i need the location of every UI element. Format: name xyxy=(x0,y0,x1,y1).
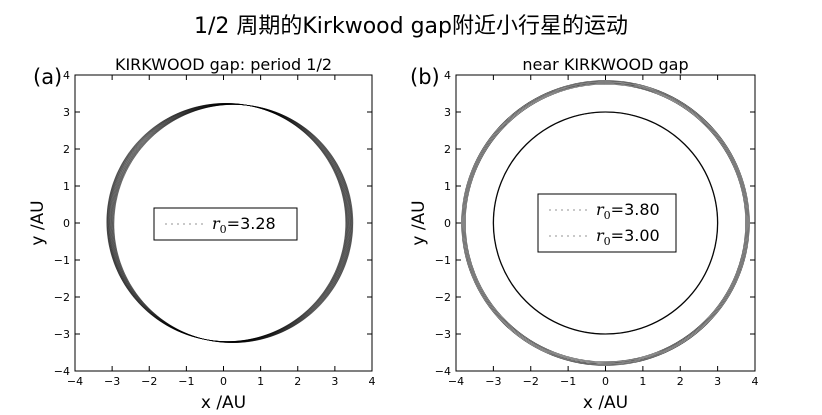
y-tick-label: 0 xyxy=(444,217,451,230)
legend-marker xyxy=(165,223,167,225)
panel-title: near KIRKWOOD gap xyxy=(522,55,688,74)
page-title: 1/2 周期的Kirkwood gap附近小行星的运动 xyxy=(193,14,628,39)
y-tick-label: −4 xyxy=(435,365,451,378)
x-tick-label: −2 xyxy=(523,375,539,388)
legend-entry: r0=3.80 xyxy=(596,200,660,222)
chart-panel-2: −4 −3 −2 −1 0 1 2 3 4 −4 −3 −2 −1 0 1 2 3 4 r0=3.80 r0=3.00… xyxy=(409,55,759,413)
y-tick-label: 4 xyxy=(63,69,70,82)
y-tick-label: 4 xyxy=(444,69,451,82)
orbit-trace xyxy=(464,83,747,363)
x-tick-label: 2 xyxy=(677,375,684,388)
y-tick-label: 2 xyxy=(444,143,451,156)
legend-marker xyxy=(189,223,191,225)
orbit-series-1 xyxy=(106,102,354,344)
legend-marker xyxy=(177,223,179,225)
y-tick-label: −4 xyxy=(54,365,70,378)
y-tick-label: −3 xyxy=(54,328,70,341)
y-tick-label: 1 xyxy=(444,180,451,193)
y-tick-label: −1 xyxy=(435,254,451,267)
orbit-trace xyxy=(492,111,719,335)
orbit-trace xyxy=(465,83,746,363)
x-axis-label: x /AU xyxy=(583,393,628,413)
chart-panel-1: −4 −3 −2 −1 0 1 2 3 4 −4 −3 −2 −1 0 1 2 3 4 r0=3.28 KIRKWOO… xyxy=(28,55,376,413)
y-tick-label: 2 xyxy=(63,143,70,156)
legend-marker xyxy=(201,223,203,225)
legend-entry: r0=3.00 xyxy=(596,226,660,248)
legend-marker xyxy=(567,235,569,237)
x-tick-label: 3 xyxy=(331,375,338,388)
orbit-trace xyxy=(113,104,354,344)
legend-box xyxy=(537,193,677,253)
x-tick-label: −4 xyxy=(448,375,464,388)
legend-marker xyxy=(183,223,185,225)
y-tick-label: −2 xyxy=(54,291,70,304)
x-tick-label: −1 xyxy=(178,375,194,388)
legend-marker xyxy=(555,209,557,211)
legend-marker xyxy=(171,223,173,225)
y-axis-label: y /AU xyxy=(28,200,48,245)
x-tick-label: 1 xyxy=(257,375,264,388)
x-tick-label: 4 xyxy=(752,375,759,388)
y-tick-label: −1 xyxy=(54,254,70,267)
orbit-trace xyxy=(463,82,748,364)
orbit-series-1 xyxy=(461,80,750,366)
x-tick-label: 1 xyxy=(639,375,646,388)
panel-label: (a) xyxy=(33,65,62,89)
legend-marker xyxy=(573,235,575,237)
orbit-trace xyxy=(461,80,750,366)
legend-marker xyxy=(549,235,551,237)
x-tick-label: −3 xyxy=(104,375,120,388)
y-tick-label: −2 xyxy=(435,291,451,304)
legend-marker xyxy=(561,235,563,237)
x-tick-label: −4 xyxy=(67,375,83,388)
x-tick-label: −3 xyxy=(485,375,501,388)
x-tick-label: −1 xyxy=(560,375,576,388)
x-tick-label: 3 xyxy=(714,375,721,388)
orbit-series-2 xyxy=(492,111,719,335)
legend-marker xyxy=(585,235,587,237)
y-tick-label: 3 xyxy=(444,106,451,119)
x-axis-label: x /AU xyxy=(201,393,246,413)
legend-marker xyxy=(579,235,581,237)
y-axis-label: y /AU xyxy=(409,200,429,245)
panel-title: KIRKWOOD gap: period 1/2 xyxy=(115,55,332,74)
legend-marker xyxy=(549,209,551,211)
y-tick-label: 3 xyxy=(63,106,70,119)
x-tick-label: 4 xyxy=(369,375,376,388)
legend-marker xyxy=(555,235,557,237)
y-tick-label: 1 xyxy=(63,180,70,193)
panel-label: (b) xyxy=(410,65,440,89)
legend-marker xyxy=(585,209,587,211)
orbit-trace xyxy=(462,81,749,365)
legend-marker xyxy=(573,209,575,211)
y-tick-label: −3 xyxy=(435,328,451,341)
x-tick-label: −2 xyxy=(141,375,157,388)
legend-entry: r0=3.28 xyxy=(212,214,276,236)
legend-marker xyxy=(561,209,563,211)
legend-marker xyxy=(579,209,581,211)
y-tick-label: 0 xyxy=(63,217,70,230)
x-tick-label: 0 xyxy=(220,375,227,388)
legend-marker xyxy=(195,223,197,225)
legend-marker xyxy=(567,209,569,211)
x-tick-label: 0 xyxy=(602,375,609,388)
x-tick-label: 2 xyxy=(294,375,301,388)
